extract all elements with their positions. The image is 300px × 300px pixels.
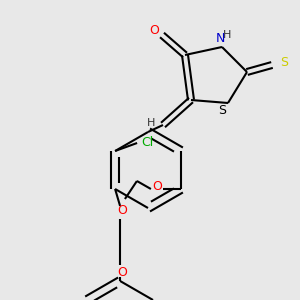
Text: S: S [218,104,226,118]
Text: O: O [149,23,159,37]
Text: S: S [280,56,288,70]
Text: O: O [152,179,162,193]
Text: N: N [215,32,225,46]
Text: H: H [223,30,231,40]
Text: O: O [117,205,127,218]
Text: O: O [117,266,127,278]
Text: H: H [147,118,155,128]
Text: Cl: Cl [141,136,153,149]
